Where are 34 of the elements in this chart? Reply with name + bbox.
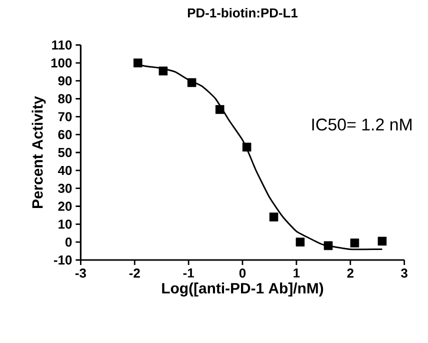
y-tick-label: 80 xyxy=(58,94,72,104)
y-tick-label: 90 xyxy=(58,76,72,86)
x-tick-label: 3 xyxy=(400,268,408,278)
y-tick-label: 70 xyxy=(58,112,72,122)
y-tick-label: 0 xyxy=(65,237,72,247)
point xyxy=(242,142,252,152)
point xyxy=(269,212,278,222)
point xyxy=(215,105,224,114)
x-tick-label: -2 xyxy=(129,268,140,278)
y-tick-label: 30 xyxy=(58,184,72,193)
y-tick-label: 60 xyxy=(58,130,72,140)
y-axis-title: Percent Activity xyxy=(32,96,46,208)
point xyxy=(324,241,333,250)
x-axis-title: Log([anti-PD-1 Ab]/nM) xyxy=(162,282,324,297)
x-tick-label: 0 xyxy=(239,268,246,278)
x-tick-label: -3 xyxy=(75,268,86,278)
point xyxy=(158,66,168,76)
y-tick-label: 50 xyxy=(58,148,72,158)
point xyxy=(350,238,360,248)
y-tick-label: 100 xyxy=(51,58,72,68)
x-tick-label: -1 xyxy=(183,268,194,278)
y-tick-label: 20 xyxy=(58,202,72,211)
y-tick-label: 110 xyxy=(52,40,72,50)
point xyxy=(296,238,305,246)
annotation: IC50= 1.2 nM xyxy=(312,118,412,131)
chart-title: PD-1-biotin:PD-L1 xyxy=(188,8,298,18)
y-tick-label: 40 xyxy=(58,166,72,175)
point xyxy=(187,78,196,88)
y-tick-label: 10 xyxy=(58,220,72,229)
y-tick-label: -10 xyxy=(54,255,72,265)
x-tick-label: 1 xyxy=(294,268,300,278)
x-tick-label: 2 xyxy=(347,268,354,278)
point xyxy=(378,236,387,246)
point xyxy=(133,58,142,68)
